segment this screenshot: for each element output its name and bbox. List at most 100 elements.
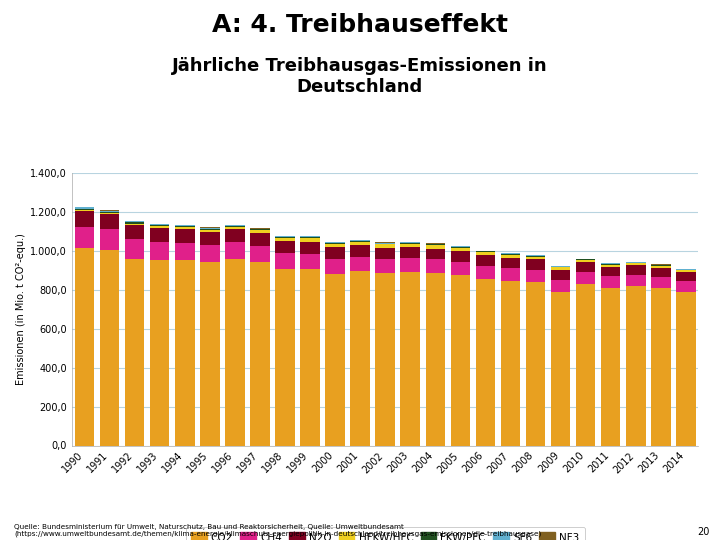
- Bar: [325, 244, 345, 247]
- Bar: [426, 260, 445, 273]
- Bar: [200, 232, 220, 245]
- Bar: [651, 266, 670, 268]
- Bar: [351, 242, 370, 245]
- Bar: [125, 259, 145, 445]
- Bar: [601, 264, 621, 265]
- Bar: [426, 273, 445, 446]
- Bar: [576, 260, 595, 262]
- Bar: [426, 244, 445, 245]
- Bar: [626, 263, 646, 265]
- Bar: [175, 226, 194, 227]
- Bar: [125, 222, 145, 224]
- Bar: [150, 242, 169, 260]
- Bar: [100, 212, 120, 213]
- Bar: [476, 266, 495, 279]
- Text: Jährliche Treibhausgas-Emissionen in
Deutschland: Jährliche Treibhausgas-Emissionen in Deu…: [172, 57, 548, 96]
- Bar: [451, 246, 470, 247]
- Bar: [400, 247, 420, 258]
- Bar: [451, 247, 470, 248]
- Bar: [500, 255, 521, 258]
- Bar: [75, 209, 94, 211]
- Bar: [651, 268, 670, 277]
- Bar: [626, 262, 646, 263]
- Bar: [526, 256, 545, 260]
- Bar: [626, 286, 646, 446]
- Bar: [175, 225, 194, 226]
- Bar: [601, 276, 621, 288]
- Bar: [375, 259, 395, 273]
- Bar: [150, 226, 169, 228]
- Bar: [250, 262, 270, 446]
- Bar: [551, 280, 570, 292]
- Bar: [100, 214, 120, 230]
- Bar: [626, 265, 646, 275]
- Bar: [200, 245, 220, 262]
- Bar: [451, 251, 470, 261]
- Bar: [400, 258, 420, 272]
- Bar: [526, 260, 545, 269]
- Bar: [200, 227, 220, 229]
- Bar: [576, 284, 595, 446]
- Bar: [451, 248, 470, 251]
- Bar: [375, 273, 395, 446]
- Bar: [526, 269, 545, 282]
- Bar: [601, 267, 621, 276]
- Bar: [375, 242, 395, 244]
- Bar: [500, 254, 521, 255]
- Bar: [150, 224, 169, 225]
- Bar: [626, 275, 646, 286]
- Bar: [426, 245, 445, 248]
- Bar: [275, 237, 294, 238]
- Bar: [175, 260, 194, 445]
- Bar: [100, 230, 120, 250]
- Bar: [75, 248, 94, 446]
- Bar: [451, 275, 470, 446]
- Bar: [351, 256, 370, 271]
- Bar: [150, 260, 169, 445]
- Bar: [325, 274, 345, 446]
- Bar: [325, 242, 345, 243]
- Bar: [576, 272, 595, 284]
- Bar: [325, 243, 345, 244]
- Bar: [275, 238, 294, 241]
- Bar: [100, 213, 120, 214]
- Bar: [225, 227, 245, 229]
- Bar: [576, 259, 595, 260]
- Bar: [400, 242, 420, 243]
- Bar: [275, 236, 294, 237]
- Bar: [250, 246, 270, 262]
- Bar: [75, 207, 94, 209]
- Bar: [500, 281, 521, 446]
- Bar: [426, 248, 445, 260]
- Bar: [100, 211, 120, 212]
- Bar: [551, 267, 570, 270]
- Bar: [225, 226, 245, 227]
- Bar: [225, 225, 245, 226]
- Bar: [300, 254, 320, 269]
- Bar: [601, 288, 621, 445]
- Bar: [250, 233, 270, 246]
- Bar: [375, 244, 395, 248]
- Y-axis label: Emissionen (in Mio. t CO²-equ.): Emissionen (in Mio. t CO²-equ.): [16, 233, 26, 385]
- Bar: [300, 238, 320, 241]
- Bar: [351, 241, 370, 242]
- Bar: [275, 241, 294, 253]
- Bar: [225, 242, 245, 260]
- Bar: [300, 241, 320, 254]
- Bar: [551, 270, 570, 280]
- Bar: [651, 288, 670, 445]
- Bar: [125, 239, 145, 259]
- Bar: [351, 245, 370, 256]
- Bar: [500, 258, 521, 268]
- Text: Quelle: Bundesministerium für Umwelt, Naturschutz, Bau und Reaktorsicherheit, Qu: Quelle: Bundesministerium für Umwelt, Na…: [14, 524, 541, 537]
- Bar: [150, 225, 169, 226]
- Bar: [451, 261, 470, 275]
- Bar: [325, 259, 345, 274]
- Bar: [300, 237, 320, 238]
- Bar: [225, 260, 245, 446]
- Bar: [275, 269, 294, 445]
- Bar: [476, 255, 495, 266]
- Bar: [175, 242, 194, 260]
- Bar: [75, 227, 94, 248]
- Bar: [400, 272, 420, 446]
